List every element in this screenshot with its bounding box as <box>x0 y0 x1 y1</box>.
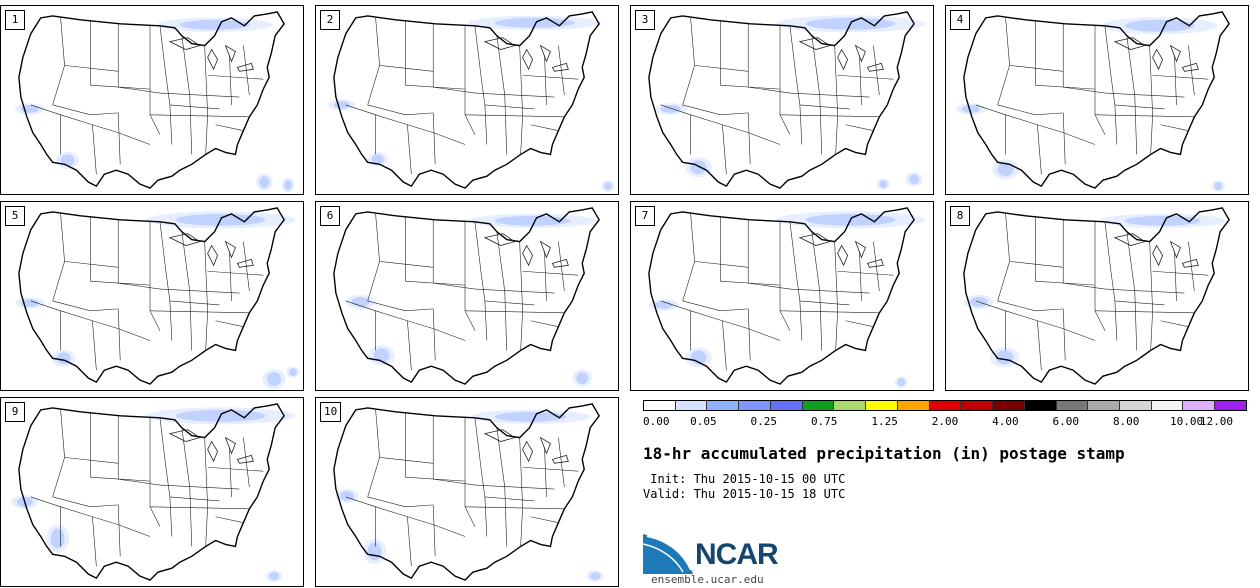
colorbar-segment-6 <box>834 401 867 410</box>
colorbar-tick-label: 0.25 <box>750 415 778 428</box>
colorbar-segment-14 <box>1088 401 1121 410</box>
colorbar <box>643 400 1247 411</box>
colorbar-tick-label: 8.00 <box>1112 415 1140 428</box>
colorbar-segment-5 <box>802 401 835 410</box>
us-map <box>333 403 604 582</box>
chart-title: 18-hr accumulated precipitation (in) pos… <box>643 444 1125 463</box>
colorbar-tick-label: 6.00 <box>1052 415 1080 428</box>
colorbar-tick-label: 10.00 <box>1170 415 1204 428</box>
colorbar-tick-label: 12.00 <box>1199 415 1233 428</box>
ncar-logo-icon <box>643 534 693 574</box>
us-map <box>11 403 296 582</box>
colorbar-segment-4 <box>770 401 803 410</box>
us-map <box>648 207 926 388</box>
colorbar-segment-2 <box>707 401 740 410</box>
us-map <box>333 207 600 387</box>
colorbar-tick-label: 1.25 <box>871 415 898 428</box>
stamp-panel-1: 1 <box>0 5 304 195</box>
colorbar-segment-3 <box>739 401 771 410</box>
panel-number: 1 <box>5 10 25 30</box>
us-map <box>14 207 300 390</box>
colorbar-segment-0 <box>644 401 676 410</box>
panel-number: 2 <box>320 10 340 30</box>
us-map <box>648 11 926 190</box>
colorbar-segment-9 <box>929 401 962 410</box>
stamp-panel-5: 5 <box>0 201 304 391</box>
init-time: Init: Thu 2015-10-15 00 UTC <box>643 472 846 486</box>
stamp-panel-2: 2 <box>315 5 619 195</box>
panel-number: 5 <box>5 206 25 226</box>
us-map <box>955 11 1230 192</box>
us-map <box>14 11 295 193</box>
stamp-panel-8: 8 <box>945 201 1249 391</box>
stamp-panel-10: 10 <box>315 397 619 587</box>
colorbar-segment-15 <box>1120 401 1152 410</box>
stamp-panel-4: 4 <box>945 5 1249 195</box>
panel-number: 10 <box>320 402 342 422</box>
colorbar-tick-label: 0.00 <box>643 415 670 428</box>
panel-number: 9 <box>5 402 25 422</box>
colorbar-segment-13 <box>1056 401 1089 410</box>
colorbar-segment-7 <box>866 401 898 410</box>
colorbar-tick-label: 2.00 <box>931 415 959 428</box>
panel-number: 6 <box>320 206 340 226</box>
colorbar-tick-label: 0.75 <box>810 415 838 428</box>
stamp-panel-6: 6 <box>315 201 619 391</box>
colorbar-ticks: 0.00 0.05 0.25 0.75 1.25 2.00 4.00 6.00 8.00 10.0… <box>643 415 1247 429</box>
panel-number: 4 <box>950 10 970 30</box>
colorbar-tick-label: 4.00 <box>992 415 1019 428</box>
site-url: ensemble.ucar.edu <box>651 573 764 586</box>
panel-number: 3 <box>635 10 655 30</box>
valid-time: Valid: Thu 2015-10-15 18 UTC <box>643 487 846 501</box>
stamp-panel-9: 9 <box>0 397 304 587</box>
colorbar-segment-12 <box>1024 401 1057 410</box>
colorbar-segment-8 <box>897 401 930 410</box>
stamp-panel-3: 3 <box>630 5 934 195</box>
colorbar-segment-11 <box>993 401 1025 410</box>
colorbar-tick-label: 0.05 <box>690 415 717 428</box>
us-map <box>963 207 1230 385</box>
colorbar-segment-10 <box>961 401 994 410</box>
colorbar-segment-18 <box>1215 401 1246 410</box>
colorbar-segment-1 <box>675 401 708 410</box>
colorbar-segment-17 <box>1183 401 1216 410</box>
us-map <box>328 11 615 192</box>
stamp-panel-7: 7 <box>630 201 934 391</box>
colorbar-segment-16 <box>1151 401 1184 410</box>
panel-number: 8 <box>950 206 970 226</box>
ncar-logo-text: NCAR <box>695 538 779 571</box>
panel-number: 7 <box>635 206 655 226</box>
